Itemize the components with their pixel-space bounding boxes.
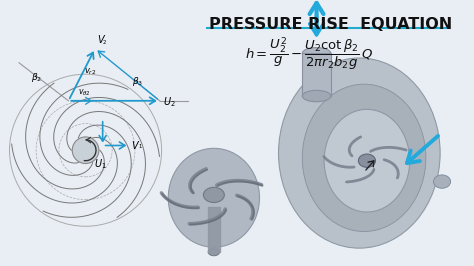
Text: $h = \dfrac{U_2^2}{g} - \dfrac{U_2 \cot\beta_2}{2\pi r_2 b_2 g}\,Q$: $h = \dfrac{U_2^2}{g} - \dfrac{U_2 \cot\…	[245, 36, 374, 73]
Ellipse shape	[208, 248, 219, 256]
Text: $U_2$: $U_2$	[163, 95, 175, 109]
Ellipse shape	[279, 58, 440, 248]
Ellipse shape	[168, 148, 259, 247]
Ellipse shape	[203, 187, 224, 202]
Ellipse shape	[302, 84, 426, 231]
Ellipse shape	[324, 109, 410, 212]
Text: $\beta_3$: $\beta_3$	[132, 75, 144, 88]
Ellipse shape	[302, 90, 331, 102]
Text: $_1$: $_1$	[138, 142, 143, 151]
Text: $V$: $V$	[131, 139, 140, 151]
Circle shape	[72, 137, 99, 164]
Ellipse shape	[433, 175, 451, 188]
Text: $\beta_2$: $\beta_2$	[30, 71, 42, 84]
Text: $v_{\theta2}$: $v_{\theta2}$	[78, 88, 91, 98]
Ellipse shape	[302, 48, 331, 59]
Ellipse shape	[358, 154, 375, 167]
Polygon shape	[302, 53, 331, 96]
Text: $V$: $V$	[97, 33, 106, 45]
Text: $_2$: $_2$	[102, 38, 107, 47]
Text: $U_1$: $U_1$	[94, 157, 107, 171]
Text: PRESSURE RISE  EQUATION: PRESSURE RISE EQUATION	[209, 17, 452, 32]
Text: $v_{r2}$: $v_{r2}$	[83, 66, 96, 77]
